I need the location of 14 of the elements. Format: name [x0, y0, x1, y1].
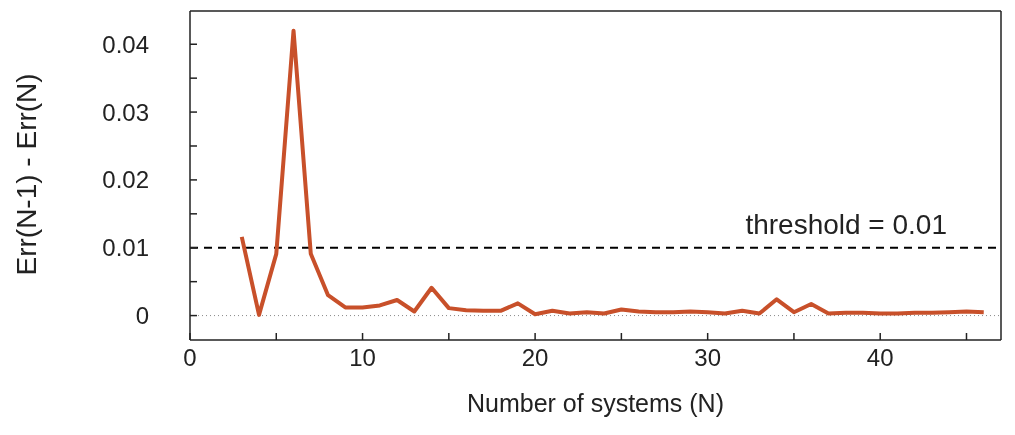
y-tick-label: 0.01: [102, 234, 149, 262]
y-axis-title: Err(N-1) - Err(N): [10, 73, 42, 276]
x-axis-title: Number of systems (N): [467, 389, 724, 417]
ref-line-label: threshold = 0.01: [745, 208, 947, 240]
x-tick-label: 40: [866, 344, 894, 372]
y-tick-label: 0.04: [102, 30, 149, 58]
x-tick-label: 10: [349, 344, 376, 372]
y-tick-label: 0: [135, 302, 149, 330]
x-tick-label: 0: [183, 344, 197, 372]
y-tick-label: 0.02: [102, 166, 149, 194]
line-series: [239, 28, 986, 317]
x-tick-label: 20: [521, 344, 549, 372]
x-tick-label: 30: [694, 344, 722, 372]
y-tick-label: 0.03: [102, 98, 149, 126]
